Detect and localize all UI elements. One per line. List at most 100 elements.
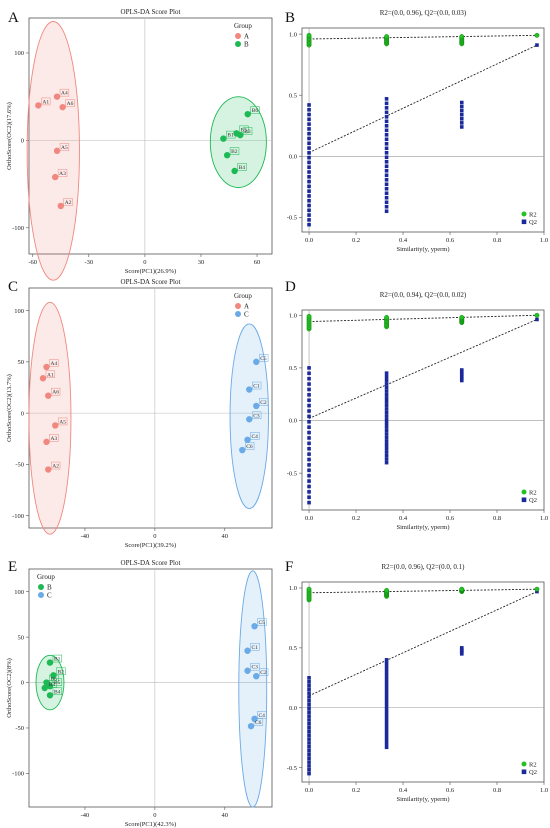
- x-tick-label: 0.4: [399, 237, 408, 244]
- legend: Group AC: [234, 292, 252, 319]
- q2-point: [384, 682, 389, 687]
- q2-point: [384, 668, 389, 673]
- q2-point: [459, 104, 464, 109]
- chart-title: R2=(0.0, 0.96), Q2=(0.0, 0.03): [380, 9, 467, 17]
- legend-entry: C: [47, 592, 52, 600]
- legend-entry: R2: [529, 489, 537, 496]
- x-tick-label: 0.2: [352, 237, 360, 244]
- point-label: A3: [59, 171, 66, 177]
- y-tick-label: 0.5: [289, 92, 297, 99]
- point-label: A2: [52, 464, 59, 470]
- q2-point: [307, 117, 311, 122]
- q2-point: [307, 160, 311, 165]
- data-point: [46, 692, 54, 699]
- q2-point: [384, 689, 389, 694]
- x-axis-label: Similarity(y, yperm): [396, 246, 449, 253]
- r2-point: [384, 587, 389, 593]
- legend-entry: R2: [529, 211, 537, 218]
- point-label-box: [52, 678, 63, 686]
- q2-point: [384, 137, 389, 142]
- q2-point: [307, 702, 311, 707]
- x-tick-label: 0: [143, 259, 146, 266]
- panel-letter-F: F: [285, 559, 293, 575]
- q2-point: [384, 453, 389, 458]
- legend-marker: [235, 303, 241, 309]
- legend-marker-r2: [521, 211, 527, 217]
- point-label: B4: [54, 689, 61, 695]
- y-tick-label: 100: [14, 308, 24, 315]
- q2-point: [384, 696, 389, 701]
- point-label: B6: [50, 677, 57, 683]
- chart-title: R2=(0.0, 0.96), Q2=(0.0, 0.1): [382, 563, 466, 571]
- q2-point: [307, 756, 311, 761]
- q2-point: [384, 417, 389, 422]
- y-tick-label: -0.5: [287, 765, 297, 772]
- q2-point: [459, 651, 464, 655]
- q2-point: [307, 170, 311, 174]
- y-tick-label: 0: [21, 138, 24, 145]
- plot-frame: [28, 17, 273, 255]
- q2-point: [384, 133, 389, 137]
- x-tick-label: 1.0: [540, 237, 548, 244]
- y-axis-label: OrthoScore(OC2)(17.6%): [6, 102, 13, 170]
- q2-point: [307, 463, 311, 467]
- q2-point: [384, 182, 389, 187]
- legend-title: Group: [37, 573, 55, 581]
- q2-point: [384, 385, 389, 390]
- q2-point: [384, 396, 389, 401]
- q2-point: [307, 208, 311, 213]
- panel-letter-C: C: [8, 279, 18, 295]
- q2-point: [384, 168, 389, 173]
- legend-entry: Q2: [529, 219, 537, 226]
- point-label: A4: [61, 91, 68, 97]
- q2-point: [307, 107, 311, 112]
- point-label: B2: [57, 669, 64, 675]
- data-point: [239, 446, 246, 454]
- x-tick-label: 0.0: [305, 237, 313, 244]
- q2-point: [384, 399, 389, 404]
- y-tick-label: 0.5: [289, 365, 297, 372]
- legend-title: Group: [234, 292, 252, 300]
- x-tick-label: 0.0: [305, 787, 313, 794]
- data-point: [53, 147, 61, 155]
- point-label-box: [63, 198, 73, 206]
- permutation-plot-D: R2=(0.0, 0.94), Q2=(0.0, 0.02) 0.0 0.2 0.4 0…: [287, 291, 548, 531]
- q2-point: [459, 369, 464, 374]
- point-label: A2: [65, 200, 72, 206]
- q2-point: [307, 695, 311, 699]
- point-label: B6: [252, 108, 259, 114]
- x-tick-label: 40: [222, 812, 229, 819]
- q2-point: [307, 676, 311, 680]
- q2-point: [384, 738, 389, 743]
- q2-point: [307, 222, 311, 227]
- legend-entry: Q2: [529, 497, 537, 504]
- r2-point: [534, 32, 540, 38]
- q2-point: [384, 457, 389, 461]
- data-point: [59, 103, 66, 111]
- point-label: C2: [260, 400, 267, 406]
- q2-point: [459, 117, 464, 121]
- q2-point: [384, 173, 389, 178]
- legend-entry: Q2: [529, 769, 537, 776]
- point-label-box: [239, 125, 249, 134]
- point-label-box: [257, 711, 267, 719]
- q2-point: [384, 378, 389, 383]
- q2-point: [307, 398, 311, 403]
- x-tick-label: -40: [81, 812, 90, 819]
- confidence-ellipse-A: [26, 21, 80, 281]
- y-tick-label: 1.0: [289, 31, 297, 38]
- x-tick-label: -60: [28, 259, 37, 266]
- point-label-box: [259, 668, 269, 676]
- point-label: A5: [59, 419, 66, 425]
- legend: Group AB: [234, 22, 252, 49]
- legend-entry: C: [244, 311, 249, 319]
- q2-point: [307, 729, 311, 734]
- q2-point: [535, 43, 539, 47]
- point-label: C5: [259, 620, 266, 626]
- q2-point: [384, 675, 389, 680]
- y-tick-label: 0.0: [289, 153, 297, 160]
- q2-regression-line: [308, 319, 538, 419]
- panel-letter-B: B: [285, 10, 295, 26]
- legend-marker: [235, 41, 241, 47]
